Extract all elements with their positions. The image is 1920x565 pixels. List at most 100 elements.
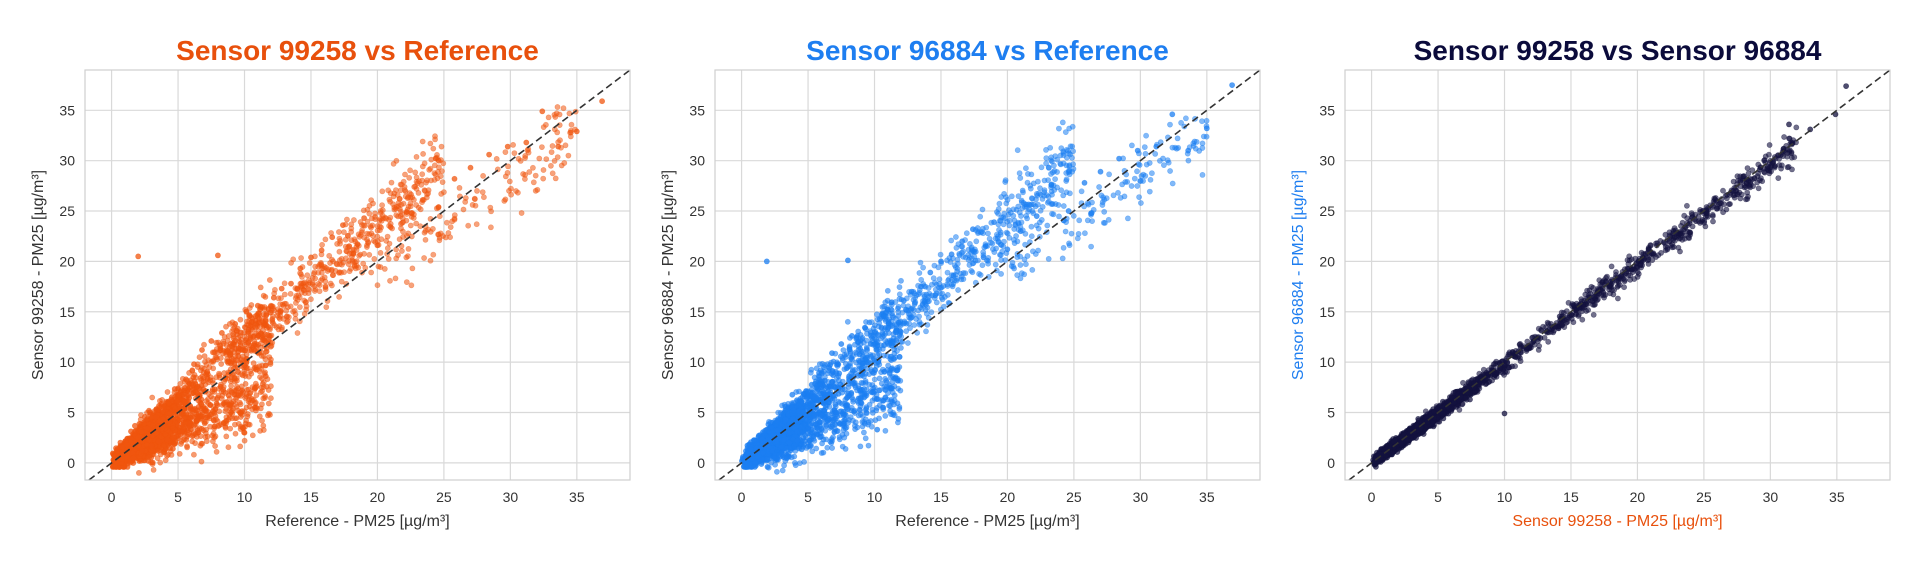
data-point — [233, 346, 238, 351]
data-point — [187, 421, 192, 426]
x-tick-label: 25 — [436, 489, 452, 505]
data-point — [414, 154, 419, 159]
data-point — [222, 402, 227, 407]
data-point — [507, 179, 512, 184]
data-point — [569, 122, 574, 127]
data-point — [185, 445, 190, 450]
data-point — [774, 469, 779, 474]
data-point — [137, 421, 142, 426]
data-point — [412, 184, 417, 189]
data-point — [428, 178, 433, 183]
data-point — [349, 229, 354, 234]
data-point — [556, 144, 561, 149]
data-point — [298, 272, 303, 277]
data-point — [263, 374, 268, 379]
data-point — [136, 470, 141, 475]
data-point — [472, 196, 477, 201]
data-point — [487, 152, 492, 157]
data-point — [279, 325, 284, 330]
data-point — [452, 213, 457, 218]
data-point — [240, 373, 245, 378]
data-point — [288, 304, 293, 309]
data-point — [525, 148, 530, 153]
data-point — [461, 207, 466, 212]
data-point — [543, 122, 548, 127]
data-point — [238, 402, 243, 407]
data-point — [306, 291, 311, 296]
data-point — [369, 198, 374, 203]
data-point — [240, 408, 245, 413]
data-point — [600, 99, 605, 104]
data-point — [234, 384, 239, 389]
data-point — [202, 366, 207, 371]
data-point — [239, 388, 244, 393]
data-point — [323, 285, 328, 290]
data-point — [313, 264, 318, 269]
data-point — [261, 385, 266, 390]
data-point — [488, 205, 493, 210]
data-point — [427, 167, 432, 172]
data-point — [217, 409, 222, 414]
data-point — [295, 330, 300, 335]
data-point — [367, 211, 372, 216]
data-point — [260, 337, 265, 342]
data-point — [420, 172, 425, 177]
data-point — [375, 234, 380, 239]
data-point — [858, 444, 863, 449]
data-point — [179, 429, 184, 434]
data-point — [406, 204, 411, 209]
data-point — [531, 180, 536, 185]
data-point — [202, 354, 207, 359]
data-point — [353, 266, 358, 271]
data-point — [422, 255, 427, 260]
data-point — [284, 308, 289, 313]
data-point — [420, 197, 425, 202]
data-point — [405, 254, 410, 259]
data-point — [535, 187, 540, 192]
data-point — [229, 375, 234, 380]
data-point — [444, 220, 449, 225]
data-point — [282, 281, 287, 286]
data-point — [226, 445, 231, 450]
data-point — [199, 378, 204, 383]
data-point — [183, 377, 188, 382]
data-point — [409, 214, 414, 219]
data-point — [393, 188, 398, 193]
data-point — [247, 422, 252, 427]
data-point — [213, 443, 218, 448]
data-point — [380, 189, 385, 194]
data-point — [428, 229, 433, 234]
data-point — [206, 391, 211, 396]
data-point — [308, 255, 313, 260]
data-point — [380, 208, 385, 213]
data-point — [809, 382, 814, 387]
data-point — [803, 433, 808, 438]
data-point — [288, 291, 293, 296]
data-point — [391, 194, 396, 199]
data-point — [221, 420, 226, 425]
data-point — [258, 428, 263, 433]
data-point — [177, 451, 182, 456]
data-point — [228, 404, 233, 409]
data-point — [413, 170, 418, 175]
data-point — [288, 281, 293, 286]
x-tick-label: 20 — [370, 489, 386, 505]
data-point — [312, 270, 317, 275]
data-point — [263, 363, 268, 368]
data-point — [257, 320, 262, 325]
data-point — [219, 361, 224, 366]
data-point — [161, 406, 166, 411]
data-point — [829, 360, 834, 365]
data-point — [424, 180, 429, 185]
data-point — [369, 270, 374, 275]
data-point — [206, 396, 211, 401]
data-point — [319, 248, 324, 253]
data-point — [414, 175, 419, 180]
data-point — [550, 143, 555, 148]
data-point — [178, 441, 183, 446]
data-point — [329, 257, 334, 262]
data-point — [188, 415, 193, 420]
data-point — [147, 454, 152, 459]
data-point — [215, 253, 220, 258]
data-point — [448, 225, 453, 230]
